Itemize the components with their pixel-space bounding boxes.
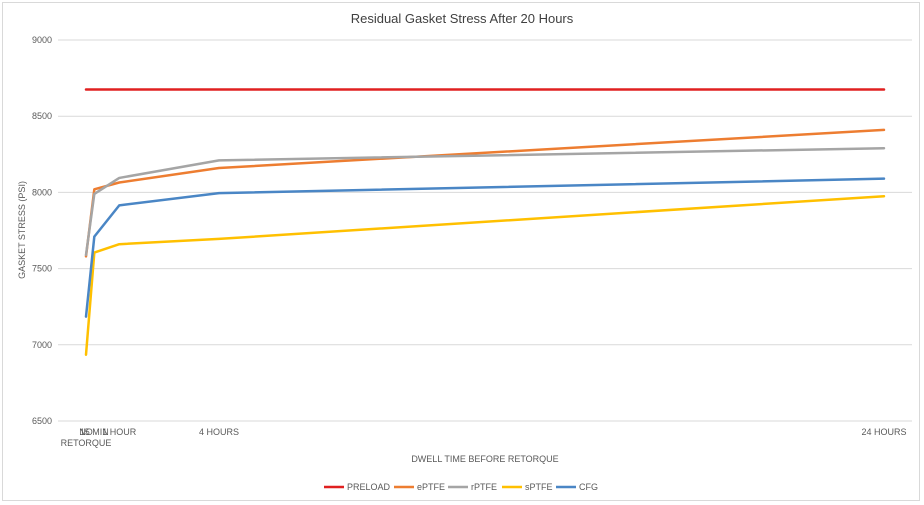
y-tick-label: 9000: [32, 35, 52, 45]
legend-label: ePTFE: [417, 482, 445, 492]
y-tick-label: 6500: [32, 416, 52, 426]
y-tick-label: 8000: [32, 187, 52, 197]
x-tick-label: 15 MIN: [80, 427, 109, 437]
x-tick-label: NO RETORQUE: [61, 427, 112, 448]
legend-item-preload: PRELOAD: [324, 482, 391, 492]
legend-item-rptfe: rPTFE: [448, 482, 497, 492]
gridlines: [58, 39, 912, 422]
x-tick-label: 4 HOURS: [199, 427, 239, 437]
series-line-cfg: [84, 177, 886, 318]
legend-label: rPTFE: [471, 482, 497, 492]
legend-label: CFG: [579, 482, 598, 492]
y-tick-label: 7500: [32, 264, 52, 274]
series-line-sptfe: [84, 194, 886, 356]
y-axis-title: GASKET STRESS (PSI): [17, 181, 27, 279]
x-tick-label: 1 HOUR: [102, 427, 137, 437]
x-axis-title: DWELL TIME BEFORE RETORQUE: [411, 454, 558, 464]
legend-item-sptfe: sPTFE: [502, 482, 553, 492]
legend-item-cfg: CFG: [556, 482, 598, 492]
chart-title: Residual Gasket Stress After 20 Hours: [351, 11, 574, 26]
series-line-eptfe: [84, 128, 886, 258]
x-tick-label: 24 HOURS: [861, 427, 906, 437]
y-axis-ticks: 6500 7000 7500 8000 8500 9000: [32, 35, 52, 426]
series-line-rptfe: [84, 146, 886, 257]
series-lines: [84, 88, 886, 356]
legend-item-eptfe: ePTFE: [394, 482, 445, 492]
legend-label: PRELOAD: [347, 482, 391, 492]
legend-label: sPTFE: [525, 482, 553, 492]
legend: PRELOAD ePTFE rPTFE sPTFE CFG: [324, 482, 598, 492]
y-tick-label: 7000: [32, 340, 52, 350]
y-tick-label: 8500: [32, 111, 52, 121]
